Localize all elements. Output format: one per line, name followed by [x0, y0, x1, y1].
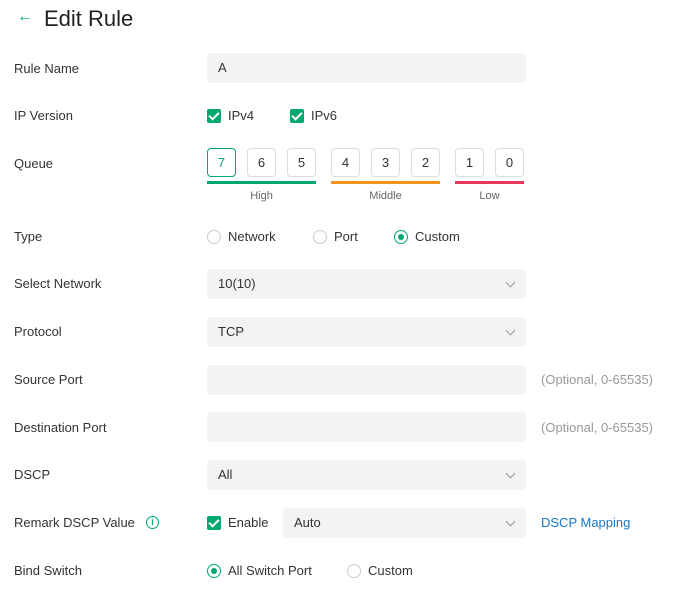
queue-4[interactable]: 4	[331, 148, 360, 177]
all-switch-port-label: All Switch Port	[228, 563, 312, 578]
chevron-down-icon	[505, 277, 516, 288]
back-arrow-icon[interactable]: ←	[17, 8, 33, 25]
info-icon[interactable]: i	[146, 516, 159, 529]
custom-label: Custom	[415, 229, 460, 244]
type-network-radio[interactable]: Network	[207, 229, 276, 245]
page-title: Edit Rule	[44, 6, 134, 31]
bind-switch-label: Bind Switch	[14, 563, 82, 578]
queue-5[interactable]: 5	[287, 148, 316, 177]
ipv6-label: IPv6	[311, 108, 338, 123]
chevron-down-icon	[505, 325, 516, 336]
dscp-mapping-link[interactable]: DSCP Mapping	[541, 515, 631, 530]
protocol-value: TCP	[218, 324, 244, 339]
radio-selected-icon	[207, 564, 221, 578]
protocol-label: Protocol	[14, 324, 62, 339]
all-switch-port-radio[interactable]: All Switch Port	[207, 563, 312, 579]
rule-name-input[interactable]: A	[207, 53, 526, 83]
queue-label: Queue	[14, 156, 54, 171]
queue-7[interactable]: 7	[207, 148, 236, 177]
middle-bar	[331, 181, 440, 184]
remark-dscp-label: Remark DSCP Value	[14, 515, 135, 530]
type-port-radio[interactable]: Port	[313, 229, 358, 245]
type-custom-radio[interactable]: Custom	[394, 229, 460, 245]
checkbox-checked-icon	[290, 109, 304, 123]
network-label: Network	[228, 229, 276, 244]
destination-port-hint: (Optional, 0-65535)	[541, 420, 654, 435]
queue-1[interactable]: 1	[455, 148, 484, 177]
dscp-dropdown[interactable]: All	[207, 460, 526, 490]
queue-0[interactable]: 0	[495, 148, 524, 177]
select-network-label: Select Network	[14, 276, 102, 291]
ipv6-checkbox[interactable]: IPv6	[290, 108, 337, 124]
bind-custom-label: Custom	[368, 563, 413, 578]
high-bar	[207, 181, 316, 184]
checkbox-checked-icon	[207, 516, 221, 530]
queue-3[interactable]: 3	[371, 148, 400, 177]
port-label: Port	[334, 229, 358, 244]
remark-dscp-value: Auto	[294, 515, 321, 530]
chevron-down-icon	[505, 468, 516, 479]
low-bar	[455, 181, 524, 184]
middle-label: Middle	[369, 190, 402, 202]
radio-selected-icon	[394, 230, 408, 244]
dscp-label: DSCP	[14, 467, 51, 482]
chevron-down-icon	[505, 516, 516, 527]
select-network-value: 10(10)	[218, 276, 256, 291]
ip-version-label: IP Version	[14, 108, 74, 123]
radio-icon	[347, 564, 361, 578]
destination-port-input[interactable]	[207, 412, 526, 442]
source-port-label: Source Port	[14, 372, 83, 387]
remark-enable-checkbox[interactable]: Enable	[207, 515, 268, 531]
type-label: Type	[14, 229, 43, 244]
source-port-hint: (Optional, 0-65535)	[541, 372, 654, 387]
enable-label: Enable	[228, 515, 269, 530]
ipv4-label: IPv4	[228, 108, 255, 123]
queue-2[interactable]: 2	[411, 148, 440, 177]
checkbox-checked-icon	[207, 109, 221, 123]
high-label: High	[250, 190, 273, 202]
protocol-dropdown[interactable]: TCP	[207, 317, 526, 347]
dscp-value: All	[218, 467, 233, 482]
queue-6[interactable]: 6	[247, 148, 276, 177]
bind-custom-radio[interactable]: Custom	[347, 563, 413, 579]
source-port-input[interactable]	[207, 365, 526, 395]
radio-icon	[207, 230, 221, 244]
ipv4-checkbox[interactable]: IPv4	[207, 108, 254, 124]
destination-port-label: Destination Port	[14, 420, 107, 435]
low-label: Low	[479, 190, 500, 202]
remark-dscp-dropdown[interactable]: Auto	[283, 508, 526, 538]
rule-name-label: Rule Name	[14, 61, 80, 76]
radio-icon	[313, 230, 327, 244]
select-network-dropdown[interactable]: 10(10)	[207, 269, 526, 299]
